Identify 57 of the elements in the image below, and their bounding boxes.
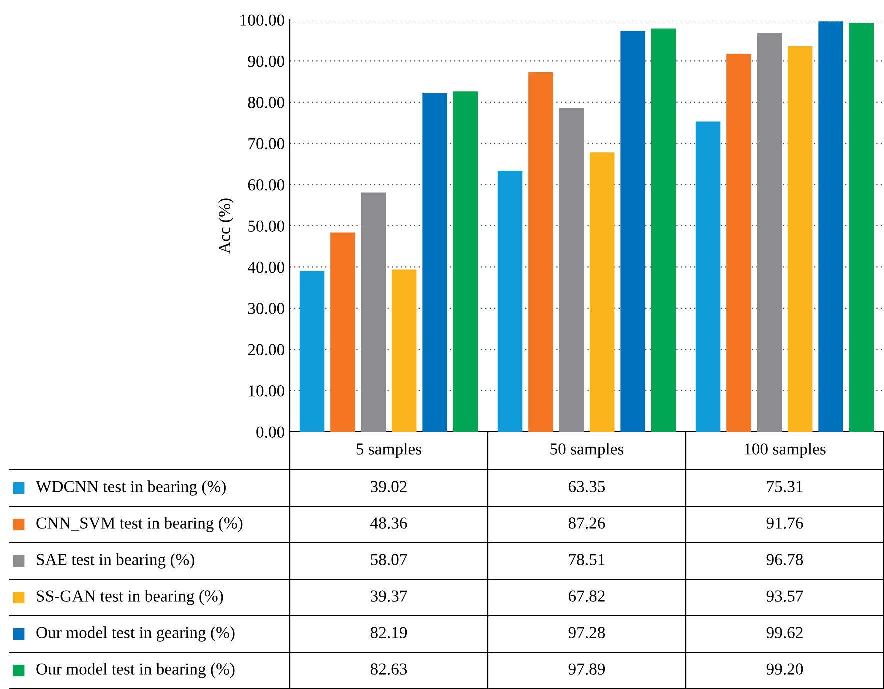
data-label: 39.02 [371, 481, 407, 492]
y-tick-label: 80.00 [248, 97, 285, 108]
bar [528, 72, 554, 432]
legend-label: WDCNN test in bearing (%) [36, 480, 226, 496]
bar [818, 22, 844, 432]
data-label: 75.31 [767, 481, 803, 492]
data-label: 82.19 [370, 627, 408, 638]
y-tick-label: 0.00 [256, 426, 285, 438]
bar [422, 93, 448, 432]
y-tick-label: 30.00 [248, 303, 285, 314]
bar [300, 271, 325, 432]
legend-label: Our model test in bearing (%) [36, 663, 235, 678]
data-label: 48.36 [370, 518, 408, 529]
data-label: 82.63 [370, 664, 408, 675]
data-label: 97.89 [568, 664, 606, 675]
y-tick-label: 50.00 [248, 220, 285, 232]
data-label: 67.82 [568, 590, 605, 602]
data-label: 87.26 [568, 518, 606, 529]
legend-label: Our model test in gearing (%) [36, 626, 235, 642]
data-label: 63.35 [568, 481, 606, 492]
data-label: 58.07 [371, 554, 408, 566]
bar [696, 122, 721, 432]
bar [392, 270, 417, 432]
y-tick-label: 90.00 [248, 56, 285, 68]
data-label: 99.62 [766, 627, 803, 638]
legend-label: CNN_SVM test in bearing (%) [36, 517, 243, 532]
bar [849, 23, 874, 432]
y-tick-label: 60.00 [248, 180, 285, 191]
x-tick-label: 100 samples [745, 443, 826, 458]
data-label: 39.37 [371, 590, 408, 602]
y-axis-title: Acc (%) [218, 198, 234, 254]
y-tick-label: 40.00 [248, 262, 285, 274]
y-tick-label: 70.00 [248, 138, 285, 150]
legend-label: SAE test in bearing (%) [37, 554, 194, 569]
y-tick-label: 20.00 [248, 344, 285, 356]
data-label: 91.76 [766, 518, 804, 529]
bar [453, 92, 478, 432]
legend-label: SS-GAN test in bearing (%) [37, 590, 224, 606]
y-tick-label: 10.00 [249, 386, 285, 397]
bar [361, 192, 386, 432]
x-tick-label: 5 samples [356, 443, 422, 458]
data-label: 93.57 [766, 590, 804, 602]
data-label: 78.51 [569, 554, 605, 566]
bar [757, 33, 782, 432]
bar [559, 108, 584, 432]
y-tick-label: 100.00 [240, 14, 285, 26]
bar [330, 232, 356, 432]
data-label: 97.28 [568, 627, 606, 638]
x-tick-label: 50 samples [550, 443, 624, 458]
data-label: 99.20 [766, 664, 804, 675]
bar [498, 171, 523, 432]
data-label: 96.78 [766, 554, 804, 566]
bar [651, 28, 676, 432]
bar [620, 31, 646, 432]
bar [726, 54, 752, 432]
bar [590, 152, 615, 432]
bar [788, 46, 813, 432]
